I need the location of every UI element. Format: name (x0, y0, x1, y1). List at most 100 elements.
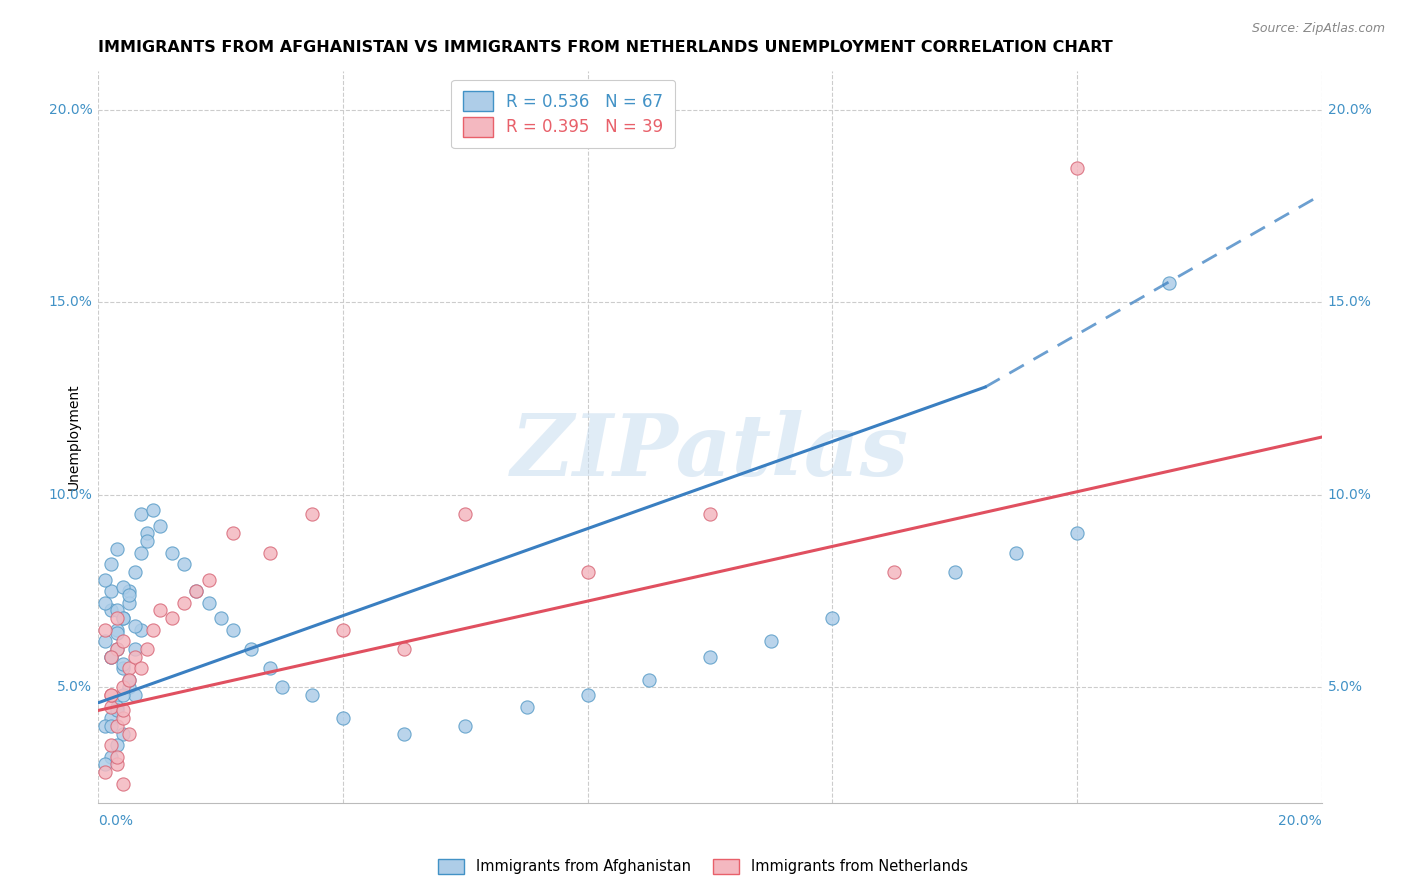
Point (111, 726, 134, 740)
Point (124, 565, 146, 579)
Point (100, 584, 122, 599)
Point (100, 649, 122, 664)
Point (100, 557, 122, 571)
Point (105, 541, 128, 556)
Point (93, 634, 115, 648)
Point (105, 749, 128, 764)
Point (111, 703, 134, 717)
Point (93, 757, 115, 772)
Point (173, 596, 195, 610)
Point (222, 526, 245, 541)
Legend: R = 0.536   N = 67, R = 0.395   N = 39: R = 0.536 N = 67, R = 0.395 N = 39 (451, 79, 675, 148)
Point (136, 534, 159, 549)
Point (100, 688, 122, 702)
Point (240, 641, 263, 656)
Text: 10.0%: 10.0% (48, 488, 93, 502)
Point (124, 618, 146, 632)
Point (100, 749, 122, 764)
Point (111, 611, 134, 625)
Point (160, 545, 183, 559)
Text: 0.0%: 0.0% (98, 814, 134, 828)
Point (111, 657, 134, 672)
Point (259, 661, 281, 675)
Point (197, 596, 219, 610)
Text: 15.0%: 15.0% (1327, 295, 1372, 310)
Point (105, 641, 128, 656)
Point (1066, 161, 1088, 175)
Point (111, 580, 134, 594)
Point (129, 507, 152, 521)
Point (129, 661, 152, 675)
Point (943, 565, 966, 579)
Text: IMMIGRANTS FROM AFGHANISTAN VS IMMIGRANTS FROM NETHERLANDS UNEMPLOYMENT CORRELAT: IMMIGRANTS FROM AFGHANISTAN VS IMMIGRANT… (98, 40, 1114, 55)
Point (111, 688, 134, 702)
Point (576, 565, 599, 579)
Point (118, 726, 141, 740)
Point (142, 623, 165, 637)
Point (105, 699, 128, 714)
Point (124, 641, 146, 656)
Point (883, 565, 905, 579)
Point (105, 703, 128, 717)
Point (173, 557, 195, 571)
Point (118, 681, 141, 695)
Text: 10.0%: 10.0% (1327, 488, 1372, 502)
Text: 5.0%: 5.0% (1327, 681, 1362, 694)
Point (111, 711, 134, 725)
Point (301, 507, 323, 521)
Point (1004, 545, 1026, 559)
Text: ZIPatlas: ZIPatlas (510, 410, 910, 493)
Text: 20.0%: 20.0% (1278, 814, 1322, 828)
Point (111, 681, 134, 695)
Point (105, 611, 128, 625)
Text: 5.0%: 5.0% (58, 681, 93, 694)
Point (129, 623, 152, 637)
Point (392, 726, 416, 740)
Point (118, 596, 141, 610)
Point (100, 738, 122, 752)
Point (93, 623, 115, 637)
Point (301, 688, 323, 702)
Point (270, 681, 292, 695)
Point (392, 641, 416, 656)
Point (111, 776, 134, 790)
Point (124, 688, 146, 702)
Point (105, 719, 128, 733)
Point (118, 588, 141, 602)
Point (222, 623, 245, 637)
Point (699, 649, 721, 664)
Point (118, 661, 141, 675)
Text: Source: ZipAtlas.com: Source: ZipAtlas.com (1251, 22, 1385, 36)
Point (821, 611, 844, 625)
Point (186, 584, 208, 599)
Point (100, 699, 122, 714)
Point (100, 688, 122, 702)
Point (1066, 526, 1088, 541)
Point (454, 719, 477, 733)
Point (93, 764, 115, 779)
Point (142, 503, 165, 517)
Point (332, 623, 354, 637)
Point (454, 507, 477, 521)
Point (105, 738, 128, 752)
Point (149, 518, 172, 533)
Point (759, 634, 782, 648)
Point (209, 611, 232, 625)
Point (160, 611, 183, 625)
Point (105, 757, 128, 772)
Point (100, 649, 122, 664)
Point (100, 719, 122, 733)
Point (186, 584, 208, 599)
Y-axis label: Unemployment: Unemployment (66, 384, 80, 491)
Point (576, 688, 599, 702)
Legend: Immigrants from Afghanistan, Immigrants from Netherlands: Immigrants from Afghanistan, Immigrants … (432, 853, 974, 880)
Point (118, 584, 141, 599)
Point (129, 545, 152, 559)
Text: 20.0%: 20.0% (49, 103, 93, 117)
Point (105, 641, 128, 656)
Text: 20.0%: 20.0% (1327, 103, 1371, 117)
Point (118, 673, 141, 687)
Point (93, 719, 115, 733)
Point (105, 626, 128, 640)
Point (516, 699, 538, 714)
